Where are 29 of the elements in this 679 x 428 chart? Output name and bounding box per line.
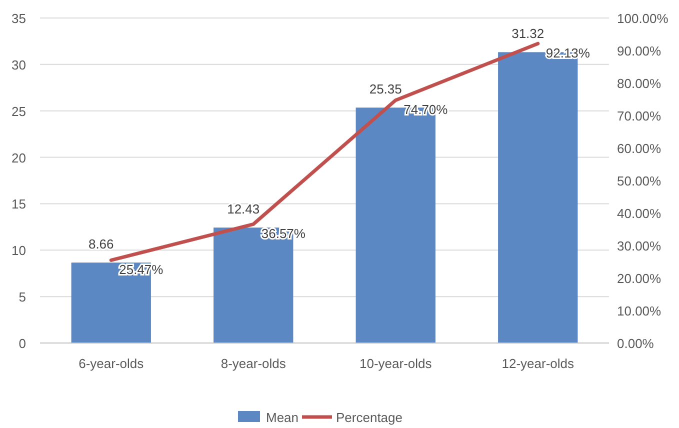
y2-tick-label: 40.00% (617, 206, 662, 221)
y-tick-label: 20 (12, 150, 26, 166)
y-tick-label: 15 (12, 196, 26, 212)
x-tick-label: 8-year-olds (220, 356, 286, 371)
y-tick-label: 35 (12, 11, 26, 26)
y2-tick-label: 50.00% (617, 174, 662, 188)
y-tick-label: 10 (12, 243, 26, 258)
data-label: 31.32 (512, 26, 544, 42)
y-tick-label: 25 (12, 104, 26, 119)
legend-label: Mean (266, 410, 299, 425)
legend-label: Percentage (336, 410, 402, 425)
y2-tick-label: 70.00% (617, 108, 662, 124)
data-label: 25.35 (369, 82, 402, 97)
y2-tick-label: 60.00% (617, 141, 662, 156)
y2-tick-label: 90.00% (617, 44, 662, 58)
y2-tick-label: 0.00% (617, 336, 654, 351)
y2-tick-label: 80.00% (617, 76, 662, 91)
y2-tick-label: 30.00% (617, 238, 662, 254)
x-tick-label: 12-year-olds (502, 356, 574, 371)
data-label: 12.43 (227, 202, 260, 217)
y2-tick-label: 20.00% (617, 271, 662, 286)
x-tick-label: 6-year-olds (78, 356, 144, 371)
data-label: 8.66 (88, 236, 114, 252)
y-tick-label: 0 (18, 336, 26, 351)
x-tick-label: 10-year-olds (359, 356, 432, 371)
y2-tick-label: 10.00% (617, 304, 662, 318)
y2-tick-label: 100.00% (617, 11, 669, 26)
y-tick-label: 5 (18, 290, 26, 305)
y-tick-label: 30 (12, 57, 26, 72)
